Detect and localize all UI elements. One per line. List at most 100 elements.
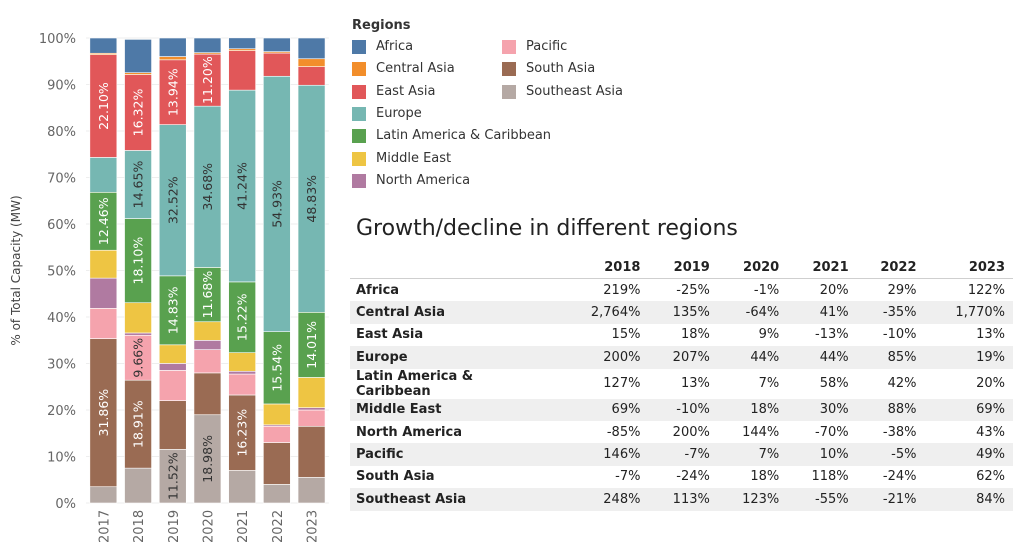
data-label: 14.65% (131, 161, 146, 209)
data-label: 41.24% (235, 162, 250, 210)
table-cell: 88% (856, 398, 925, 421)
bar-segment-pacific-2020 (193, 349, 222, 374)
table-cell: -1% (753, 282, 780, 298)
x-tick-label: 2019 (167, 510, 182, 543)
table-cell: -5% (856, 443, 925, 466)
table-cell: 7% (758, 376, 780, 392)
y-tick-label: 40% (47, 311, 76, 326)
table-cell: 18% (717, 398, 788, 421)
bar-segment-southeast-asia-2019 (158, 449, 187, 504)
bar-segment-pacific-2021 (228, 373, 256, 396)
table-cell: 84% (924, 488, 1013, 511)
header-year: 2019 (648, 256, 718, 279)
bar-segment-europe-2020 (193, 105, 222, 268)
table-cell: 29% (887, 282, 917, 298)
data-label: 11.68% (200, 271, 215, 319)
data-label: 12.46% (96, 197, 111, 245)
bar-segment-pacific-2017 (89, 308, 118, 339)
bar-segment-south-asia-2021 (228, 394, 256, 471)
legend-swatch (352, 62, 366, 77)
bar-segment-europe-2023 (297, 84, 326, 313)
y-tick-label: 20% (47, 404, 76, 419)
table-cell: 1,770% (924, 301, 1013, 324)
bar-segment-middle-east-2017 (89, 249, 118, 279)
data-label: 14.83% (165, 286, 180, 334)
table-cell: 13% (976, 327, 1005, 343)
legend-label: Central Asia (376, 61, 455, 77)
legend-swatch (352, 84, 366, 99)
table-cell: 15% (611, 327, 641, 343)
table-cell: 69% (560, 398, 649, 421)
table-cell: 207% (648, 346, 718, 369)
table-cell: -85% (606, 424, 641, 440)
table-row: Middle East 69% -10% 18% 30% 88% 69% (350, 398, 1013, 421)
bar-segment-europe-2017 (89, 157, 118, 193)
bar-segment-south-asia-2018 (124, 379, 152, 469)
bar-segment-pacific-2022 (263, 425, 291, 443)
y-tick-label: 50% (47, 265, 76, 280)
y-tick-label: 70% (47, 172, 76, 187)
data-label: 31.86% (96, 389, 111, 437)
table-cell: 49% (924, 443, 1013, 466)
bar-segment-north-america-2017 (89, 277, 118, 309)
bar-segment-middle-east-2023 (297, 377, 326, 408)
y-tick-label: 30% (47, 358, 76, 373)
header-year: 2022 (856, 256, 925, 279)
table-cell: -24% (676, 469, 710, 485)
table-cell: 144% (742, 424, 780, 440)
table-row: Pacific 146% -7% 7% 10% -5% 49% (350, 443, 1013, 466)
legend-swatch (502, 62, 516, 77)
bar-segment-middle-east-2019 (158, 344, 187, 364)
legend-swatch (502, 40, 516, 54)
x-tick-label: 2023 (306, 510, 321, 543)
bar-segment-europe-2019 (158, 124, 187, 277)
bar-segment-pacific-2023 (297, 409, 326, 427)
table-cell: 13% (680, 376, 710, 392)
header-year: 2018 (560, 256, 649, 279)
legend-swatch (352, 173, 366, 188)
legend-label: Southeast Asia (526, 83, 623, 99)
row-region-name: North America (356, 424, 462, 440)
legend-label: South Asia (526, 61, 596, 77)
bar-segment-central-asia-2019 (158, 56, 187, 61)
bar-segment-latin-america-caribbean-2022 (263, 331, 291, 405)
bar-segment-middle-east-2021 (228, 352, 256, 372)
x-tick-label: 2017 (97, 510, 112, 543)
table-cell: 44% (787, 346, 857, 369)
legend-label: North America (376, 172, 471, 188)
table-cell: 44% (717, 346, 788, 369)
bar-segment-africa-2020 (193, 37, 222, 53)
table-cell: -55% (787, 488, 857, 511)
legend-label: Pacific (526, 39, 568, 54)
row-region-name: Central Asia (350, 301, 560, 324)
data-label: 34.68% (200, 163, 215, 211)
table-cell: 248% (560, 488, 649, 511)
table-cell: 58% (819, 376, 849, 392)
legend-label: Africa (376, 39, 414, 54)
bar-segment-africa-2018 (124, 39, 152, 73)
bar-segment-africa-2023 (297, 37, 326, 60)
table-cell: 135% (648, 301, 718, 324)
table-header-row: 2018 2019 2020 2021 2022 2023 (350, 256, 1013, 279)
y-tick-label: 100% (39, 32, 76, 47)
table-cell: -38% (882, 424, 917, 440)
table-cell: 42% (887, 376, 917, 392)
bar-segment-east-asia-2020 (193, 53, 222, 107)
bar-segment-east-asia-2017 (89, 54, 118, 158)
table-row: South Asia -7% -24% 18% 118% -24% 62% (350, 466, 1013, 488)
header-region (350, 256, 560, 279)
data-label: 48.83% (304, 175, 319, 223)
legend-label: Europe (376, 105, 422, 121)
header-year: 2023 (924, 256, 1013, 279)
bar-segment-latin-america-caribbean-2019 (158, 275, 187, 346)
table-cell: 219% (603, 282, 641, 298)
table-cell: 30% (787, 398, 857, 421)
table-cell: 146% (560, 443, 649, 466)
bar-segment-south-asia-2020 (193, 372, 222, 416)
legend-title: Regions (352, 18, 411, 33)
y-tick-label: 90% (47, 79, 76, 94)
data-label: 9.66% (131, 338, 146, 378)
table-title: Growth/decline in different regions (356, 216, 738, 241)
bar-segment-southeast-asia-2023 (297, 477, 326, 504)
legend-swatch (502, 84, 516, 99)
